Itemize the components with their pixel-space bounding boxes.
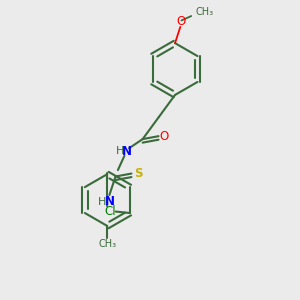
- Text: CH₃: CH₃: [195, 7, 213, 17]
- Text: O: O: [176, 15, 185, 28]
- Text: CH₃: CH₃: [98, 239, 116, 249]
- Text: O: O: [159, 130, 169, 143]
- Text: H: H: [98, 196, 107, 206]
- Text: S: S: [134, 167, 142, 180]
- Text: H: H: [116, 146, 124, 157]
- Text: N: N: [105, 195, 115, 208]
- Text: Cl: Cl: [104, 205, 116, 218]
- Text: N: N: [122, 145, 132, 158]
